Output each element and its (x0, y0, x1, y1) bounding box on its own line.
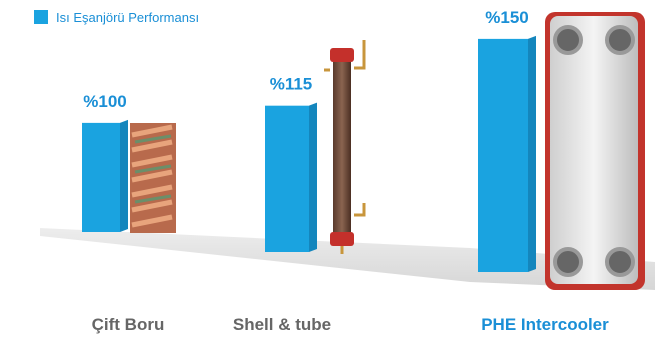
floor (40, 228, 655, 290)
legend-swatch (34, 10, 48, 24)
bar-side (309, 102, 317, 253)
bar (265, 105, 309, 253)
value-label: %100 (83, 92, 126, 111)
category-label: Shell & tube (233, 315, 331, 334)
shell-tube-image (324, 40, 366, 254)
legend-label: Isı Eşanjörü Performansı (56, 10, 199, 25)
bar (478, 38, 528, 272)
category-label: Çift Boru (92, 315, 165, 334)
phe-image (545, 12, 645, 290)
double-pipe-image (130, 123, 176, 233)
bar-side (528, 35, 536, 272)
bar-side (120, 119, 128, 232)
value-label: %150 (485, 8, 528, 27)
value-label: %115 (270, 75, 313, 94)
bar (82, 122, 120, 232)
category-label: PHE Intercooler (481, 315, 609, 334)
